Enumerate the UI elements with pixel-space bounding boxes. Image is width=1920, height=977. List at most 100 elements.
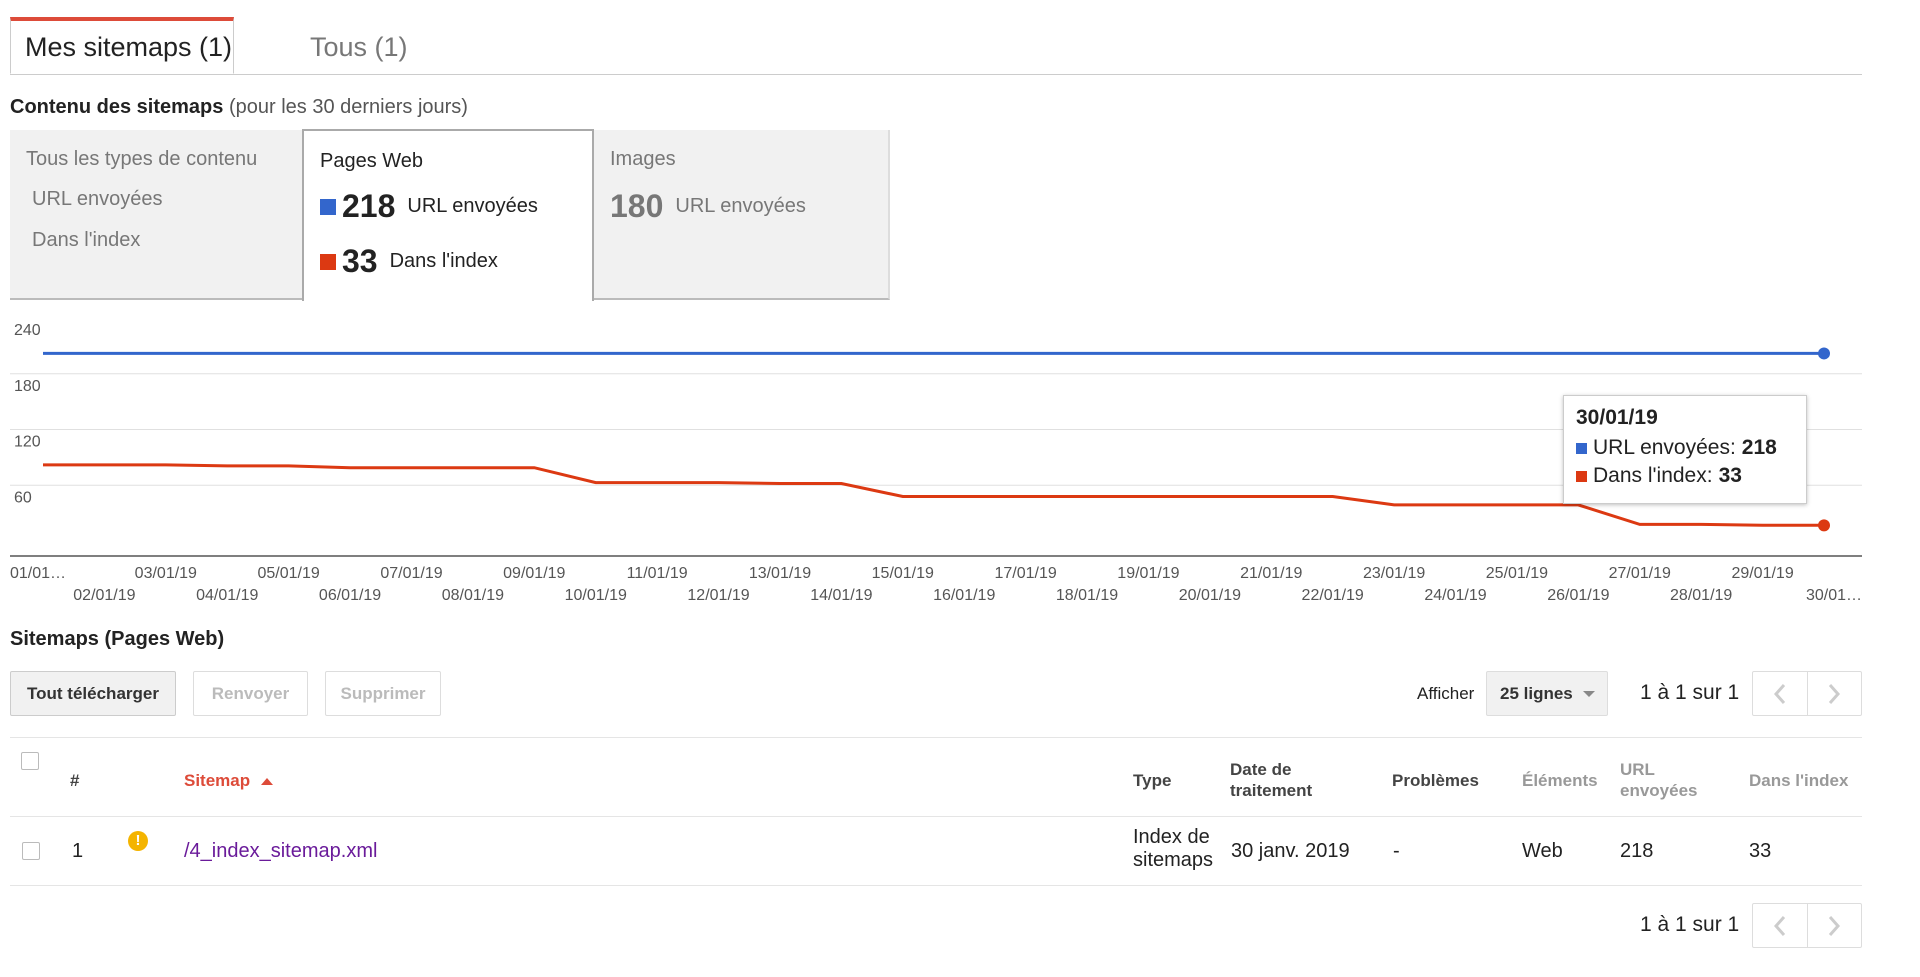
y-tick-label: 180 xyxy=(14,378,41,395)
x-tick-label: 03/01/19 xyxy=(135,565,197,582)
x-tick-label: 19/01/19 xyxy=(1117,565,1179,582)
sitemap-link[interactable]: /4_index_sitemap.xml xyxy=(184,840,378,862)
select-all-checkbox[interactable] xyxy=(21,752,39,770)
rows-per-page-value: 25 lignes xyxy=(1500,684,1573,703)
web-submitted-value: 218 xyxy=(342,188,396,224)
col-header-date: Date de traitement xyxy=(1230,760,1313,800)
content-tab-images-title: Images xyxy=(610,148,676,170)
download-all-button[interactable]: Tout télécharger xyxy=(10,671,176,716)
x-tick-label: 08/01/19 xyxy=(442,587,504,604)
chevron-left-icon xyxy=(1773,915,1785,936)
prev-page-button-bottom[interactable] xyxy=(1753,904,1807,947)
tooltip-indexed-label: Dans l'index: xyxy=(1593,464,1713,487)
row-checkbox[interactable] xyxy=(22,842,40,860)
x-tick-label: 26/01/19 xyxy=(1547,587,1609,604)
images-submitted-label: URL envoyées xyxy=(675,195,806,217)
x-tick-label: 02/01/19 xyxy=(73,587,135,604)
row-type: Index de sitemaps xyxy=(1133,826,1214,871)
y-tick-label: 120 xyxy=(14,434,41,451)
row-submitted: 218 xyxy=(1620,840,1654,862)
images-submitted-metric: 180 URL envoyées xyxy=(610,188,806,225)
resubmit-button[interactable]: Renvoyer xyxy=(193,671,308,716)
tooltip-row-indexed: Dans l'index: 33 xyxy=(1576,464,1794,488)
chart-tooltip: 30/01/19 URL envoyées: 218 Dans l'index:… xyxy=(1563,395,1807,504)
x-tick-label: 23/01/19 xyxy=(1363,565,1425,582)
x-tick-label: 06/01/19 xyxy=(319,587,381,604)
col-header-indexed: Dans l'index xyxy=(1749,771,1849,790)
pagination-range-bottom: 1 à 1 sur 1 xyxy=(1640,913,1740,936)
tooltip-submitted-square xyxy=(1576,442,1587,454)
sort-ascending-icon xyxy=(260,778,273,785)
x-tick-label: 17/01/19 xyxy=(994,565,1056,582)
col-header-submitted: URL envoyées xyxy=(1620,760,1698,800)
images-submitted-value: 180 xyxy=(610,188,664,224)
x-tick-label: 15/01/19 xyxy=(872,565,934,582)
x-tick-label: 04/01/19 xyxy=(196,587,258,604)
content-tab-all-indexed: Dans l'index xyxy=(32,229,141,251)
row-indexed: 33 xyxy=(1749,840,1772,862)
tab-my-sitemaps[interactable]: Mes sitemaps (1) xyxy=(10,17,234,74)
table-header-border xyxy=(10,816,1862,817)
next-page-button-top[interactable] xyxy=(1806,672,1862,715)
content-tab-all[interactable]: Tous les types de contenu URL envoyées D… xyxy=(10,130,302,300)
x-tick-label: 21/01/19 xyxy=(1240,565,1302,582)
submitted-legend-square xyxy=(320,198,336,215)
sitemaps-heading: Sitemaps (Pages Web) xyxy=(10,628,225,650)
pagination-bottom xyxy=(1752,903,1862,948)
x-tick-label: 30/01… xyxy=(1806,587,1862,604)
web-submitted-metric: 218 URL envoyées xyxy=(320,188,538,225)
next-page-button-bottom[interactable] xyxy=(1806,904,1862,947)
content-tab-web[interactable]: Pages Web 218 URL envoyées 33 Dans l'ind… xyxy=(302,129,594,301)
show-rows-label: Afficher xyxy=(1417,684,1475,703)
x-tick-label: 11/01/19 xyxy=(627,565,688,582)
row-items: Web xyxy=(1522,840,1563,862)
content-tab-images[interactable]: Images 180 URL envoyées xyxy=(594,130,890,300)
caret-down-icon xyxy=(1583,691,1595,697)
x-tick-label: 22/01/19 xyxy=(1302,587,1364,604)
chevron-right-icon xyxy=(1829,915,1841,936)
series-point-submitted xyxy=(1818,347,1830,360)
x-tick-label: 25/01/19 xyxy=(1486,565,1548,582)
content-heading-title: Contenu des sitemaps xyxy=(10,96,224,118)
y-tick-label: 60 xyxy=(14,489,32,506)
table-top-border xyxy=(10,737,1862,738)
web-indexed-metric: 33 Dans l'index xyxy=(320,243,498,280)
col-header-items: Éléments xyxy=(1522,771,1598,790)
x-tick-label: 13/01/19 xyxy=(749,565,811,582)
col-header-num: # xyxy=(70,771,80,790)
table-bottom-border xyxy=(10,885,1862,886)
content-tab-all-submitted: URL envoyées xyxy=(32,188,163,210)
pagination-top xyxy=(1752,671,1862,716)
tooltip-row-submitted: URL envoyées: 218 xyxy=(1576,436,1794,460)
row-date: 30 janv. 2019 xyxy=(1231,840,1350,862)
x-tick-label: 27/01/19 xyxy=(1609,565,1671,582)
prev-page-button-top[interactable] xyxy=(1753,672,1807,715)
tooltip-date: 30/01/19 xyxy=(1576,406,1658,429)
x-tick-label: 01/01… xyxy=(10,565,66,582)
warning-icon: ! xyxy=(128,831,148,851)
row-problems: - xyxy=(1393,840,1400,862)
y-tick-label: 240 xyxy=(14,322,41,339)
x-tick-label: 28/01/19 xyxy=(1670,587,1732,604)
x-tick-label: 05/01/19 xyxy=(258,565,320,582)
rows-per-page-select[interactable]: 25 lignes xyxy=(1486,671,1608,716)
x-tick-label: 07/01/19 xyxy=(380,565,442,582)
content-heading: Contenu des sitemaps (pour les 30 dernie… xyxy=(10,96,468,119)
x-tick-label: 20/01/19 xyxy=(1179,587,1241,604)
delete-button[interactable]: Supprimer xyxy=(325,671,441,716)
x-tick-label: 16/01/19 xyxy=(933,587,995,604)
col-header-problems: Problèmes xyxy=(1392,771,1479,790)
tooltip-submitted-label: URL envoyées: xyxy=(1593,436,1736,459)
tooltip-indexed-value: 33 xyxy=(1718,464,1742,487)
pagination-range-top: 1 à 1 sur 1 xyxy=(1640,681,1740,704)
sitemap-tabs: Mes sitemaps (1) Tous (1) xyxy=(10,17,1862,75)
x-tick-label: 14/01/19 xyxy=(810,587,872,604)
web-indexed-label: Dans l'index xyxy=(389,250,498,272)
tooltip-submitted-value: 218 xyxy=(1741,436,1777,459)
col-header-sitemap[interactable]: Sitemap xyxy=(184,770,273,791)
tab-all[interactable]: Tous (1) xyxy=(310,32,408,62)
x-tick-label: 18/01/19 xyxy=(1056,587,1118,604)
col-header-sitemap-label: Sitemap xyxy=(184,771,251,790)
row-num: 1 xyxy=(72,840,84,862)
